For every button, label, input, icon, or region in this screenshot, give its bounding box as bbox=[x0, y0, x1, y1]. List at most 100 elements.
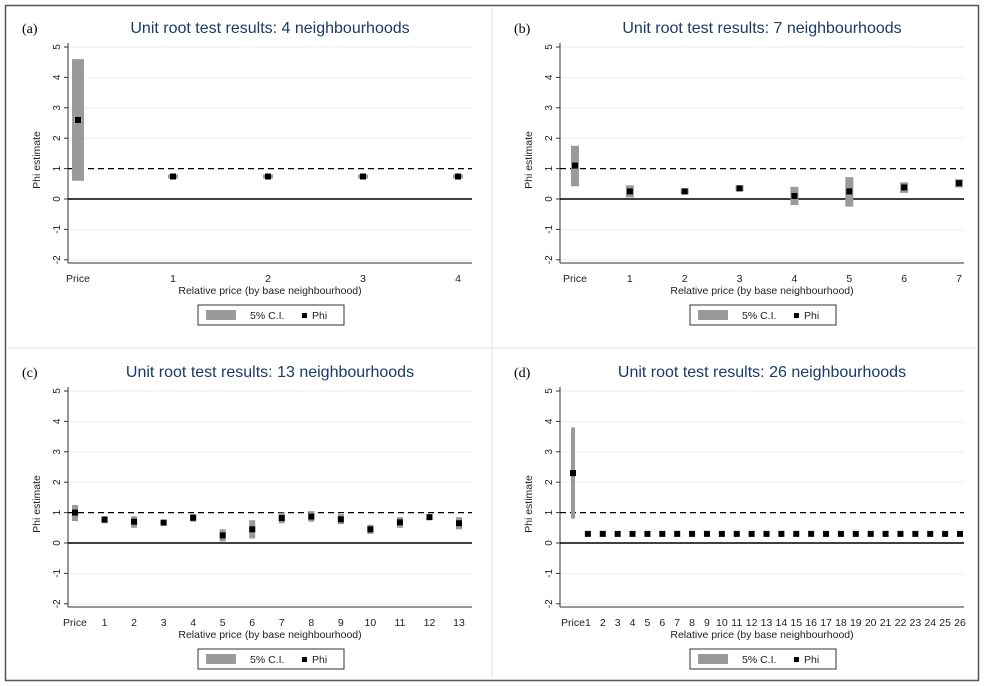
phi-point bbox=[718, 530, 725, 537]
x-tick-label: 10 bbox=[365, 617, 377, 629]
y-tick-label: 4 bbox=[52, 418, 63, 424]
y-tick-label: 2 bbox=[544, 479, 555, 485]
phi-point bbox=[867, 530, 874, 537]
x-tick-label: 13 bbox=[761, 617, 773, 629]
x-tick-label: 18 bbox=[835, 617, 847, 629]
y-tick-label: -2 bbox=[544, 599, 555, 608]
phi-point bbox=[337, 516, 344, 523]
phi-point bbox=[942, 530, 949, 537]
phi-point bbox=[614, 530, 621, 537]
x-tick-label: 1 bbox=[170, 273, 176, 285]
chart-title: Unit root test results: 13 neighbourhood… bbox=[126, 364, 414, 381]
x-tick-label: 3 bbox=[737, 273, 743, 285]
x-tick-label: 7 bbox=[956, 273, 962, 285]
x-tick-label: 7 bbox=[279, 617, 285, 629]
y-tick-label: 4 bbox=[544, 74, 555, 80]
x-tick-label: 13 bbox=[453, 617, 465, 629]
x-tick-label: Price bbox=[66, 273, 90, 285]
phi-point bbox=[689, 530, 696, 537]
chart-panel-d: (d) Unit root test results: 26 neighbourh… bbox=[514, 364, 966, 670]
phi-point bbox=[170, 173, 176, 180]
x-tick-label: 1 bbox=[627, 273, 633, 285]
y-tick-label: 3 bbox=[544, 449, 555, 455]
x-tick-label: 2 bbox=[131, 617, 137, 629]
y-tick-label: 1 bbox=[544, 165, 555, 171]
y-tick-label: -1 bbox=[52, 569, 63, 578]
chart-panel-c: (c) Unit root test results: 13 neighbourh… bbox=[22, 364, 472, 670]
x-tick-label: 6 bbox=[249, 617, 255, 629]
phi-point bbox=[75, 116, 81, 123]
y-axis-label: Phi estimate bbox=[523, 131, 535, 189]
chart-title: Unit root test results: 26 neighbourhood… bbox=[618, 364, 906, 381]
legend-swatch-ci bbox=[206, 310, 236, 320]
phi-point bbox=[736, 185, 743, 192]
x-tick-label: 6 bbox=[659, 617, 665, 629]
phi-point bbox=[101, 516, 108, 523]
phi-point bbox=[808, 530, 815, 537]
x-tick-label: 17 bbox=[820, 617, 832, 629]
x-tick-label: 16 bbox=[805, 617, 817, 629]
x-tick-label: 4 bbox=[455, 273, 461, 285]
phi-point bbox=[793, 530, 800, 537]
x-tick-label: 21 bbox=[880, 617, 892, 629]
chart-panels: (a) Unit root test results: 4 neighbourho… bbox=[22, 20, 966, 670]
phi-point bbox=[912, 530, 919, 537]
phi-point bbox=[763, 530, 770, 537]
y-tick-label: 3 bbox=[544, 105, 555, 111]
legend: 5% C.I. Phi bbox=[197, 648, 345, 670]
x-tick-label: 3 bbox=[161, 617, 167, 629]
x-tick-label: Price bbox=[561, 617, 585, 629]
y-tick-label: 5 bbox=[544, 44, 555, 50]
legend-marker-phi bbox=[302, 313, 307, 318]
y-tick-label: -1 bbox=[544, 569, 555, 578]
phi-point bbox=[956, 180, 962, 187]
x-tick-label: 25 bbox=[939, 617, 951, 629]
y-tick-label: 2 bbox=[52, 135, 63, 141]
y-tick-label: 2 bbox=[52, 479, 63, 485]
legend-label-phi: Phi bbox=[804, 310, 819, 322]
y-tick-label: 0 bbox=[544, 196, 555, 202]
phi-point bbox=[572, 162, 578, 169]
x-tick-label: 12 bbox=[746, 617, 758, 629]
panel-label: (c) bbox=[22, 366, 38, 381]
phi-point bbox=[190, 514, 197, 521]
phi-point bbox=[265, 173, 271, 180]
phi-point bbox=[897, 530, 904, 537]
x-tick-label: 24 bbox=[924, 617, 936, 629]
y-tick-label: -1 bbox=[52, 225, 63, 234]
phi-point bbox=[396, 519, 403, 526]
phi-point bbox=[456, 520, 462, 527]
chart-title: Unit root test results: 4 neighbourhoods bbox=[130, 20, 409, 37]
phi-point bbox=[219, 532, 226, 539]
figure-frame bbox=[4, 4, 980, 682]
y-tick-label: -2 bbox=[52, 255, 63, 264]
phi-point bbox=[570, 470, 576, 477]
y-tick-label: 0 bbox=[52, 540, 63, 546]
panel-label: (d) bbox=[514, 366, 531, 381]
y-tick-label: -1 bbox=[544, 225, 555, 234]
panel-label: (b) bbox=[514, 22, 531, 37]
x-tick-label: 4 bbox=[190, 617, 196, 629]
phi-point bbox=[852, 530, 859, 537]
x-tick-label: 2 bbox=[600, 617, 606, 629]
y-tick-label: 5 bbox=[544, 388, 555, 394]
legend-marker-phi bbox=[794, 313, 799, 318]
legend: 5% C.I. Phi bbox=[689, 304, 837, 326]
x-axis-label: Relative price (by base neighbourhood) bbox=[178, 629, 361, 641]
phi-point bbox=[644, 530, 651, 537]
phi-point bbox=[957, 530, 963, 537]
x-tick-label: 5 bbox=[220, 617, 226, 629]
y-tick-label: 0 bbox=[544, 540, 555, 546]
legend-label-phi: Phi bbox=[804, 654, 819, 666]
x-tick-label: 1 bbox=[585, 617, 591, 629]
x-tick-label: 4 bbox=[792, 273, 798, 285]
phi-point bbox=[626, 188, 633, 195]
phi-point bbox=[426, 514, 433, 521]
x-tick-label: Price bbox=[63, 617, 87, 629]
x-tick-label: 11 bbox=[394, 617, 405, 629]
x-tick-label: 9 bbox=[338, 617, 344, 629]
legend: 5% C.I. Phi bbox=[689, 648, 837, 670]
phi-point bbox=[927, 530, 934, 537]
phi-point bbox=[733, 530, 740, 537]
